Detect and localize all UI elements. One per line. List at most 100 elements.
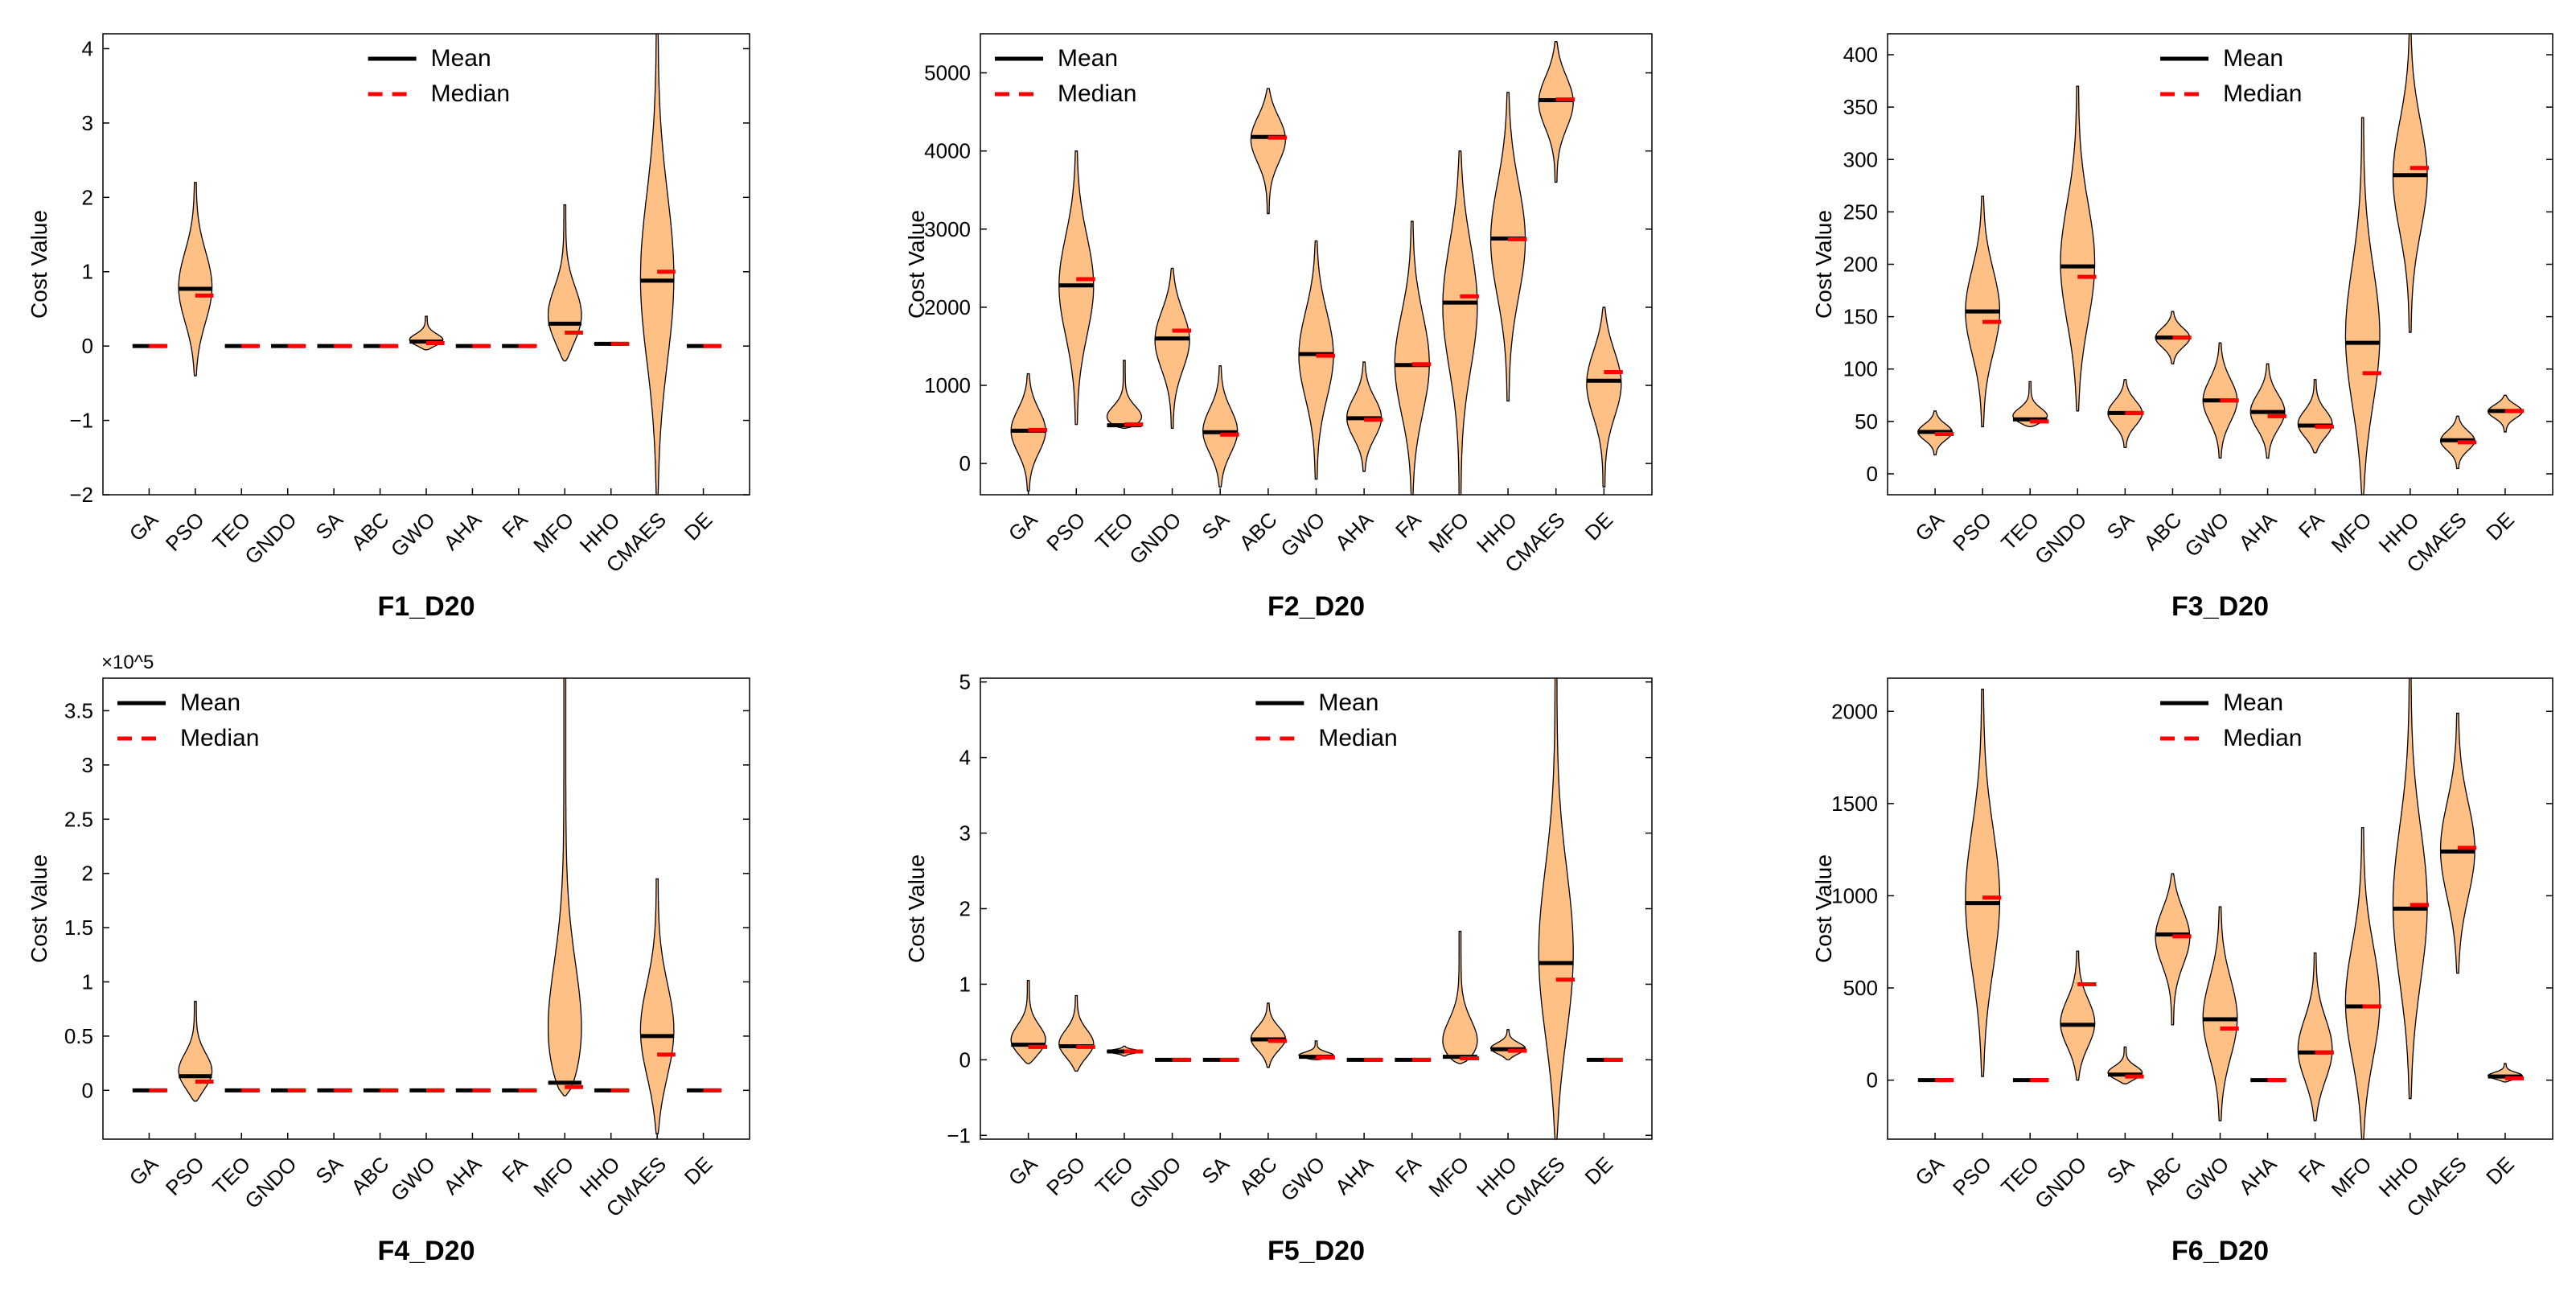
violin-body [1202, 365, 1239, 488]
violin-DE [1586, 307, 1623, 488]
y-axis-label: Cost Value [1811, 210, 1836, 319]
violin-body [1538, 677, 1574, 1140]
y-tick-label: 2.5 [64, 807, 93, 831]
x-tick-label: AHA [2234, 507, 2282, 554]
violin-body [1442, 150, 1478, 496]
violin-body [2344, 117, 2381, 496]
x-tick-label: GA [1004, 507, 1042, 545]
violin-body [1298, 240, 1334, 480]
x-tick-label: GNDO [2030, 1152, 2091, 1213]
violin-GNDO [1154, 267, 1192, 430]
x-tick-label: DE [2481, 1152, 2519, 1190]
x-tick-label: AHA [438, 1151, 486, 1199]
violin-body [1106, 360, 1143, 430]
violin-body [2202, 906, 2238, 1121]
y-tick-label: 3 [959, 821, 971, 846]
violin-CMAES [639, 33, 676, 496]
violin-body [2012, 381, 2048, 428]
x-tick-label: GA [1004, 1151, 1042, 1190]
chart-title: F3_D20 [2171, 591, 2269, 622]
violin-GWO [2202, 342, 2239, 459]
violin-GWO [1298, 1040, 1335, 1061]
x-tick-label: SA [1197, 1151, 1234, 1188]
violin-body [2297, 379, 2333, 454]
x-tick-label: FA [497, 1151, 532, 1187]
x-tick-label: ABC [1235, 508, 1282, 555]
x-tick-label: PSO [1041, 508, 1090, 556]
violin-body [639, 33, 675, 496]
legend: Mean Median [2160, 689, 2302, 751]
violin-body [2060, 950, 2096, 1081]
x-tick-label: FA [1391, 1151, 1426, 1187]
x-tick-label: GNDO [2030, 508, 2091, 569]
y-axis-label: Cost Value [904, 854, 929, 963]
x-tick-label: SA [1197, 507, 1234, 544]
plot-area [980, 677, 1653, 1140]
violin-MFO [2344, 117, 2381, 496]
violin-SA [2107, 379, 2144, 449]
x-tick-label: GWO [1276, 508, 1329, 562]
y-tick-label: −2 [69, 483, 93, 507]
violin-body [178, 182, 213, 376]
x-tick-label: MFO [2327, 508, 2377, 558]
x-tick-label: DE [2481, 508, 2519, 545]
x-tick-label: MFO [528, 508, 578, 558]
y-tick-label: 500 [1843, 976, 1878, 1000]
legend: Mean Median [1255, 689, 1398, 751]
y-tick-label: 2000 [1831, 699, 1878, 723]
y-tick-label: 0.5 [64, 1024, 93, 1048]
violin-GNDO [2060, 950, 2097, 1081]
violin-MFO [1442, 150, 1479, 496]
y-tick-label: 1000 [924, 373, 971, 397]
y-tick-label: 0 [82, 1078, 93, 1102]
violin-body [2439, 415, 2475, 470]
x-tick-label: GWO [386, 508, 440, 562]
y-axis-label: Cost Value [1811, 854, 1836, 963]
x-tick-label: AHA [438, 507, 486, 554]
violin-CMAES [1538, 41, 1576, 183]
x-tick-label: PSO [1948, 508, 1996, 556]
x-tick-label: AHA [1330, 1151, 1378, 1199]
violin-body [1154, 267, 1190, 430]
y-tick-label: 0 [1867, 462, 1878, 486]
x-tick-label: GNDO [1124, 1152, 1185, 1213]
chart-title: F6_D20 [2171, 1236, 2269, 1266]
violin-FA [2297, 952, 2334, 1121]
violin-body [639, 878, 675, 1134]
violin-FA [2297, 379, 2334, 454]
y-tick-label: 1 [959, 972, 971, 996]
legend-mean-label: Mean [2223, 689, 2283, 716]
legend-mean-label: Mean [431, 45, 491, 72]
y-tick-label: 2 [82, 862, 93, 886]
y-tick-label: 150 [1843, 305, 1878, 329]
violin-body [2392, 677, 2428, 1100]
y-axis-label: Cost Value [27, 210, 51, 319]
violin-HHO [594, 341, 630, 346]
legend-median-label: Median [1058, 80, 1136, 107]
violin-body [1586, 307, 1622, 488]
x-tick-label: ABC [347, 1152, 394, 1199]
x-tick-label: DE [1580, 1152, 1618, 1190]
violin-CMAES [1538, 677, 1576, 1140]
y-tick-label: 350 [1843, 95, 1878, 119]
x-tick-label: FA [1391, 507, 1426, 542]
legend-mean-label: Mean [1318, 689, 1378, 716]
violin-SA [2107, 1046, 2144, 1084]
violin-ABC [1250, 1002, 1288, 1068]
violin-GWO [409, 315, 445, 351]
violin-TEO [1106, 1045, 1144, 1057]
x-tick-label: GNDO [240, 1152, 301, 1213]
y-tick-label: 4 [959, 746, 971, 770]
y-tick-label: 2 [82, 185, 93, 209]
y-tick-label: 5000 [924, 61, 971, 85]
y-tick-label: 1.5 [64, 916, 93, 940]
x-tick-label: ABC [2138, 1152, 2186, 1199]
violin-GA [1010, 980, 1048, 1064]
x-tick-label: MFO [528, 1152, 578, 1202]
legend: Mean Median [995, 45, 1136, 107]
violin-body [1489, 92, 1526, 402]
violin-SA [1202, 365, 1239, 488]
